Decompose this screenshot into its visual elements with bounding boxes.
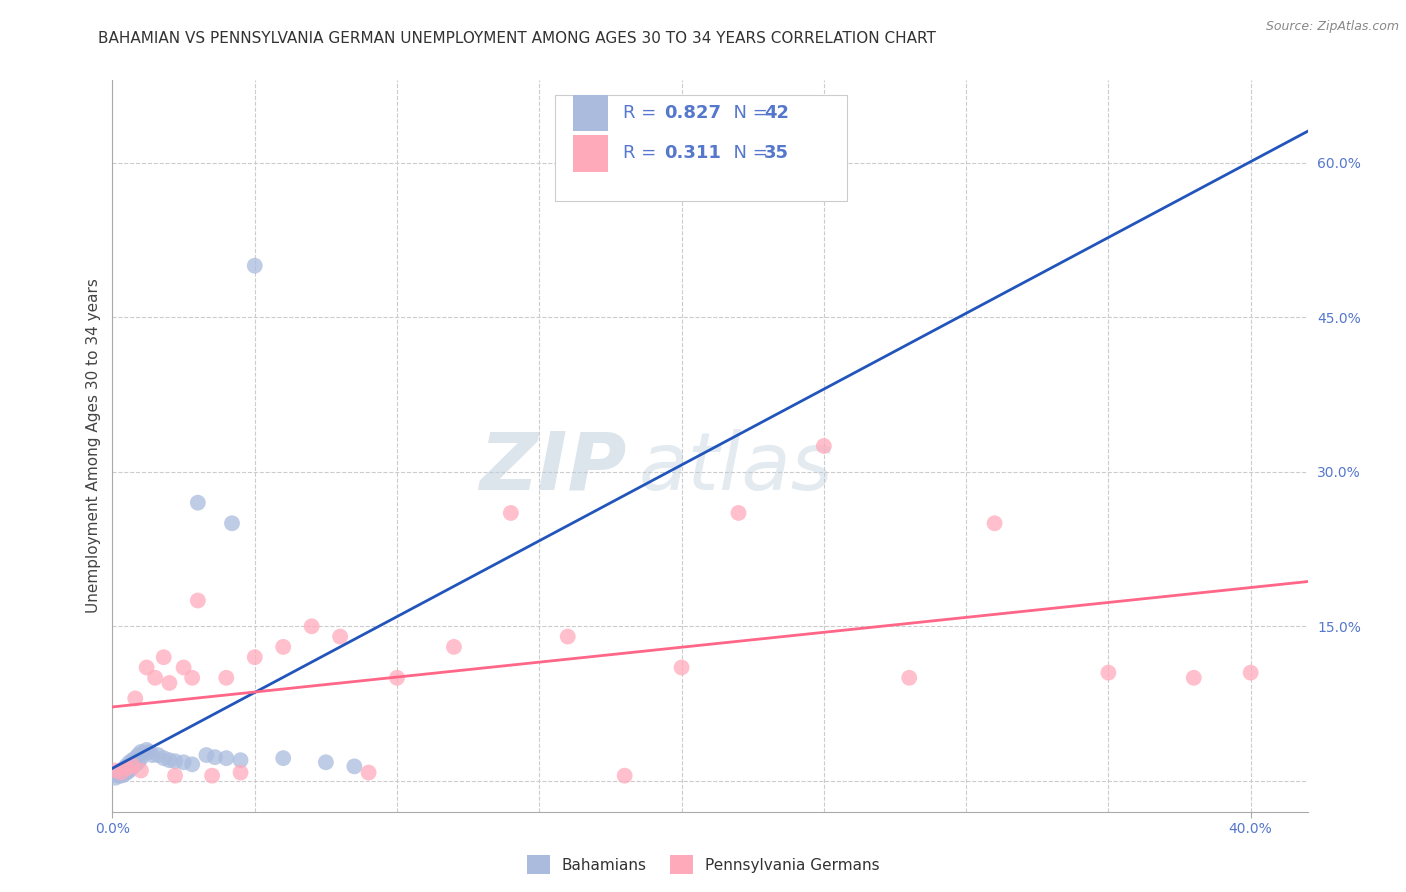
Text: Source: ZipAtlas.com: Source: ZipAtlas.com	[1265, 20, 1399, 33]
Point	[115, 764, 138, 778]
Point	[152, 650, 174, 665]
Point	[107, 769, 129, 783]
Point	[110, 765, 132, 780]
Point	[385, 671, 408, 685]
Point	[115, 761, 138, 775]
Point	[141, 747, 163, 762]
Point	[221, 516, 243, 531]
FancyBboxPatch shape	[572, 95, 609, 131]
Point	[315, 756, 337, 770]
Point	[1182, 671, 1205, 685]
Point	[229, 753, 252, 767]
Point	[124, 757, 146, 772]
FancyBboxPatch shape	[572, 135, 609, 171]
Point	[215, 671, 238, 685]
Point	[135, 660, 157, 674]
Point	[329, 630, 352, 644]
Text: N =: N =	[723, 145, 773, 162]
Point	[121, 758, 143, 772]
Point	[118, 764, 141, 778]
Text: R =: R =	[623, 145, 668, 162]
Point	[157, 676, 180, 690]
Point	[121, 760, 143, 774]
Point	[301, 619, 323, 633]
Y-axis label: Unemployment Among Ages 30 to 34 years: Unemployment Among Ages 30 to 34 years	[86, 278, 101, 614]
Point	[112, 761, 135, 775]
Point	[107, 766, 129, 780]
Point	[173, 756, 195, 770]
Legend: Bahamians, Pennsylvania Germans: Bahamians, Pennsylvania Germans	[520, 849, 886, 880]
Point	[343, 759, 366, 773]
Point	[243, 259, 266, 273]
Point	[152, 751, 174, 765]
Point	[157, 753, 180, 767]
Text: 0.311: 0.311	[665, 145, 721, 162]
Point	[181, 671, 204, 685]
Point	[187, 593, 209, 607]
Point	[215, 751, 238, 765]
Point	[557, 630, 579, 644]
Point	[110, 769, 132, 783]
Point	[129, 764, 152, 778]
Point	[898, 671, 921, 685]
Point	[127, 747, 149, 762]
Point	[110, 764, 132, 778]
Point	[671, 660, 693, 674]
Point	[983, 516, 1005, 531]
Point	[129, 745, 152, 759]
Point	[138, 745, 160, 759]
Point	[104, 771, 127, 785]
Point	[1240, 665, 1263, 680]
Point	[110, 765, 132, 780]
Text: 35: 35	[763, 145, 789, 162]
Point	[813, 439, 835, 453]
Point	[271, 640, 294, 654]
Point	[195, 747, 218, 762]
Point	[112, 767, 135, 781]
Text: 0.827: 0.827	[665, 104, 721, 122]
Point	[181, 757, 204, 772]
Point	[127, 756, 149, 770]
Point	[135, 743, 157, 757]
Point	[124, 691, 146, 706]
Point	[124, 751, 146, 765]
Text: N =: N =	[723, 104, 773, 122]
Point	[727, 506, 749, 520]
Text: atlas: atlas	[638, 429, 834, 507]
Text: 42: 42	[763, 104, 789, 122]
Point	[129, 751, 152, 765]
Text: ZIP: ZIP	[479, 429, 627, 507]
Point	[243, 650, 266, 665]
Point	[229, 765, 252, 780]
Point	[187, 496, 209, 510]
Point	[201, 769, 224, 783]
Point	[173, 660, 195, 674]
Point	[118, 756, 141, 770]
Point	[357, 765, 380, 780]
Point	[115, 765, 138, 780]
Point	[115, 758, 138, 772]
FancyBboxPatch shape	[554, 95, 848, 201]
Point	[146, 747, 169, 762]
Text: BAHAMIAN VS PENNSYLVANIA GERMAN UNEMPLOYMENT AMONG AGES 30 TO 34 YEARS CORRELATI: BAHAMIAN VS PENNSYLVANIA GERMAN UNEMPLOY…	[98, 31, 936, 46]
Point	[112, 764, 135, 779]
Point	[143, 671, 166, 685]
Point	[121, 753, 143, 767]
Point	[1097, 665, 1119, 680]
Point	[443, 640, 465, 654]
Point	[104, 764, 127, 778]
Point	[499, 506, 522, 520]
Point	[271, 751, 294, 765]
Point	[165, 754, 187, 768]
Point	[613, 769, 636, 783]
Text: R =: R =	[623, 104, 662, 122]
Point	[204, 750, 226, 764]
Point	[165, 769, 187, 783]
Point	[132, 746, 155, 760]
